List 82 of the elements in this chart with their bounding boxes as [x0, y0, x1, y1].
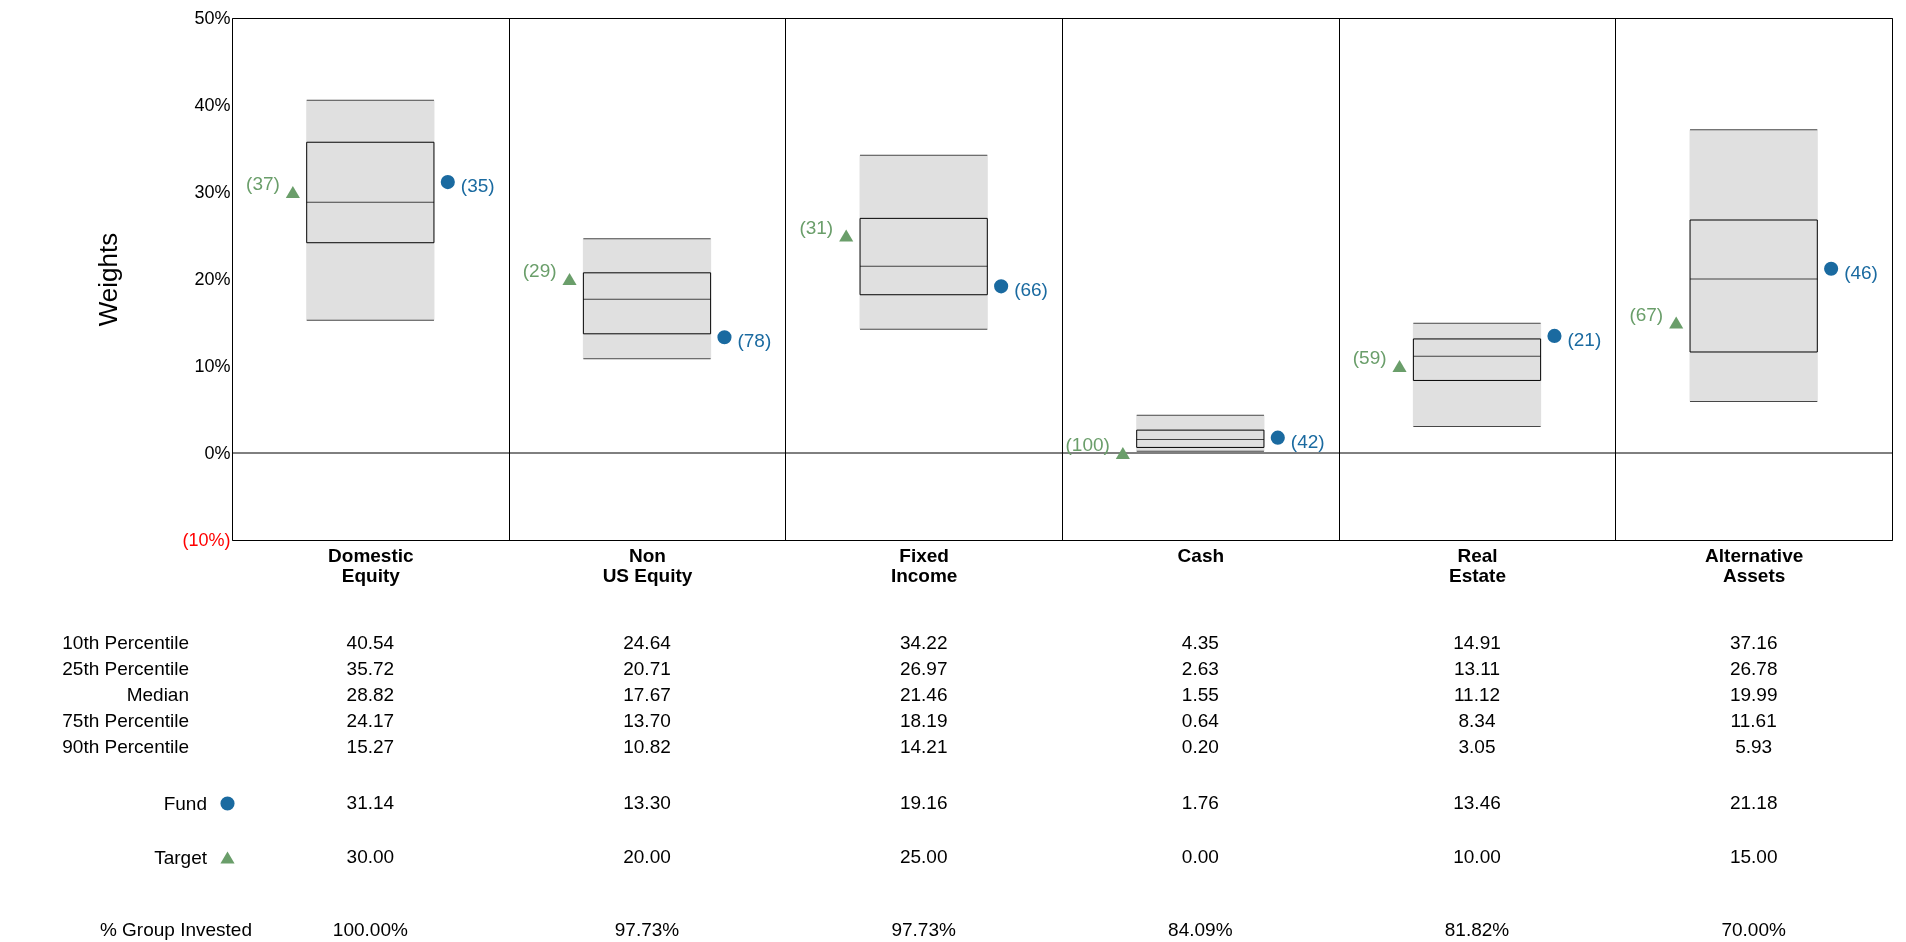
text: 97.73% — [614, 919, 680, 940]
text: 0.00 — [1181, 846, 1219, 867]
text: 15.00 — [1729, 846, 1778, 867]
annotation: (59) — [1352, 347, 1387, 368]
category-label: Median — [126, 684, 189, 705]
category-label: 90th Percentile — [62, 736, 189, 757]
x-tick-label: Domestic Equity — [328, 544, 415, 586]
text: 97.73% — [891, 919, 956, 940]
text: 37.16 — [1729, 632, 1778, 653]
annotation: (21) — [1567, 328, 1602, 350]
y-axis-title: Weights — [93, 232, 124, 327]
text: 15.27 — [346, 736, 395, 757]
annotation: (31) — [799, 216, 834, 238]
text: 10.82 — [623, 736, 671, 757]
category-label: 75th Percentile — [62, 710, 189, 731]
y-tick-label: 0% — [204, 442, 231, 463]
y-tick-label: 30% — [194, 181, 231, 202]
y-tick-label: (10%) — [182, 529, 231, 550]
text: 26.78 — [1729, 658, 1778, 679]
text: 21.18 — [1729, 792, 1778, 813]
text: 10.00 — [1453, 846, 1501, 867]
text: 40.54 — [346, 632, 395, 653]
annotation: (100) — [1065, 434, 1110, 455]
annotation: (66) — [1014, 279, 1048, 301]
annotation: (35) — [460, 175, 495, 197]
text: 24.64 — [623, 632, 671, 653]
x-tick-label: Fixed Income — [890, 544, 958, 586]
text: 19.16 — [899, 792, 948, 813]
text: 20.71 — [623, 658, 671, 679]
text: 4.35 — [1181, 632, 1219, 653]
legend-label: Fund — [163, 792, 207, 814]
category-label: % Group Invested — [99, 919, 252, 940]
text: 24.17 — [346, 710, 395, 731]
text: 100.00% — [332, 919, 408, 940]
text: 13.46 — [1453, 792, 1501, 813]
x-tick-label: Non US Equity — [602, 544, 693, 586]
text: 26.97 — [899, 658, 948, 679]
text: 0.20 — [1181, 736, 1219, 757]
text: 13.70 — [623, 710, 671, 731]
annotation: (67) — [1629, 303, 1664, 325]
legend-label: Target — [154, 846, 208, 868]
text: 28.82 — [346, 684, 395, 705]
annotation: (37) — [246, 173, 280, 194]
text: 21.46 — [899, 684, 948, 705]
text: 0.64 — [1181, 710, 1219, 731]
y-tick-label: 10% — [194, 355, 231, 376]
text: 8.34 — [1458, 710, 1496, 731]
y-tick-label: 40% — [194, 94, 231, 115]
text: 5.93 — [1735, 736, 1773, 757]
text: 70.00% — [1721, 919, 1786, 940]
text: 11.61 — [1730, 710, 1777, 731]
text: 30.00 — [346, 846, 395, 867]
annotation: (42) — [1290, 430, 1325, 452]
text: 14.91 — [1453, 632, 1501, 653]
text: 3.05 — [1458, 736, 1496, 757]
y-tick-label: 50% — [194, 7, 231, 28]
text: 25.00 — [899, 846, 948, 867]
annotation: (29) — [522, 260, 557, 281]
text: 1.55 — [1181, 684, 1219, 705]
text: 34.22 — [899, 632, 948, 653]
x-tick-label: Real Estate — [1448, 544, 1507, 586]
text: 19.99 — [1729, 684, 1778, 705]
category-label: 10th Percentile — [62, 632, 189, 653]
text: 17.67 — [623, 684, 671, 705]
text: 13.11 — [1453, 658, 1501, 679]
text: 11.12 — [1453, 684, 1501, 705]
text: 35.72 — [346, 658, 395, 679]
text: 2.63 — [1181, 658, 1219, 679]
x-tick-label: Cash — [1177, 544, 1225, 566]
text: 13.30 — [623, 792, 671, 813]
annotation: (46) — [1844, 261, 1878, 283]
annotation: (78) — [737, 330, 772, 352]
category-label: 25th Percentile — [62, 658, 189, 679]
text: 84.09% — [1168, 919, 1233, 940]
text: 31.14 — [346, 792, 395, 813]
text: 14.21 — [899, 736, 948, 757]
text: 1.76 — [1181, 792, 1219, 813]
text: 20.00 — [623, 846, 671, 867]
text: 81.82% — [1444, 919, 1510, 940]
text: 18.19 — [899, 710, 948, 731]
x-tick-label: Alternative Assets — [1705, 544, 1804, 586]
y-tick-label: 20% — [194, 268, 231, 289]
